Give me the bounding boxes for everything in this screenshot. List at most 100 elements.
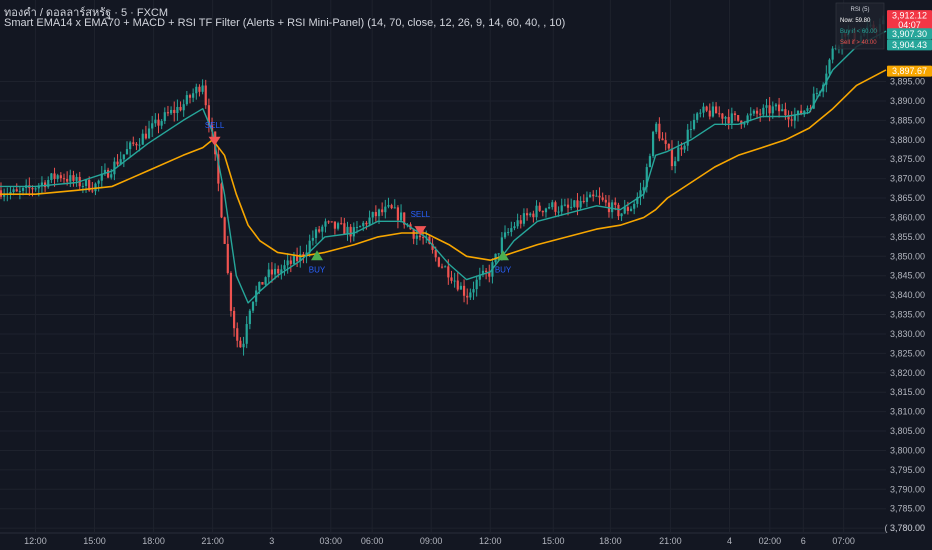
candle-body <box>743 123 746 125</box>
candle-body <box>47 179 50 188</box>
price-tag <box>887 28 932 40</box>
candle-body <box>229 272 233 311</box>
candle-body <box>106 169 110 178</box>
candle-body <box>724 116 727 119</box>
time-tick-label: 15:00 <box>83 536 106 546</box>
candle-body <box>431 243 434 250</box>
price-tick-label: 3,850.00 <box>890 251 925 261</box>
candle-body <box>116 161 119 165</box>
candle-body <box>188 95 192 98</box>
candle-body <box>677 147 680 162</box>
candle-body <box>711 106 715 117</box>
candle-body <box>478 274 481 280</box>
time-tick-label: 06:00 <box>361 536 384 546</box>
candle-body <box>815 92 818 94</box>
price-axis[interactable]: 3,780.00 3,785.00 3,790.00 3,795.00 3,800.00… <box>884 77 925 534</box>
time-axis[interactable]: 12:00 15:00 18:00 21:00 3 03:00 06:00 09:00 12:0… <box>0 532 886 546</box>
candle-body <box>352 227 355 237</box>
price-tick-label: 3,845.00 <box>890 271 925 281</box>
ema70-line <box>0 69 887 261</box>
candle-body <box>538 205 541 211</box>
candle-body <box>15 189 18 192</box>
candle-body <box>459 285 463 290</box>
buy-marker <box>310 250 323 261</box>
time-tick-label: 4 <box>727 536 732 546</box>
candle-body <box>110 174 113 178</box>
candle-body <box>548 207 551 209</box>
candle-body <box>374 212 377 217</box>
candle-body <box>705 106 708 111</box>
candle-body <box>365 222 368 225</box>
time-tick-label: 02:00 <box>759 536 782 546</box>
candle-body <box>774 104 778 107</box>
candle-body <box>469 292 472 298</box>
candle-body <box>592 194 595 197</box>
price-tick-label: 3,865.00 <box>890 193 925 203</box>
candle-body <box>154 119 157 124</box>
candle-body <box>450 277 453 281</box>
candle-body <box>359 226 362 228</box>
candle-body <box>242 343 245 348</box>
candle-body <box>689 129 692 131</box>
candle-body <box>466 295 469 298</box>
time-tick-label: 3 <box>269 536 274 546</box>
price-tag <box>887 10 932 31</box>
candle-body <box>368 217 371 225</box>
candle-body <box>777 104 781 112</box>
candle-body <box>21 188 25 191</box>
candle-body <box>182 104 185 111</box>
candle-body <box>399 212 403 221</box>
candle-body <box>103 169 107 174</box>
candle-body <box>255 290 258 302</box>
chart-grid <box>0 0 886 532</box>
rsi-panel-row: Sell if > 40.00 <box>840 40 877 46</box>
indicator-legend[interactable]: Smart EMA14 x EMA70 + MACD + RSI TF Filt… <box>4 17 566 29</box>
candle-body <box>210 125 214 132</box>
candle-body <box>34 188 37 190</box>
candle-body <box>655 123 658 132</box>
candle-body <box>472 289 475 293</box>
candle-body <box>730 113 733 124</box>
candle-body <box>273 268 277 275</box>
candle-body <box>447 266 450 278</box>
candle-body <box>434 249 437 258</box>
candle-body <box>327 221 330 223</box>
candle-body <box>683 145 686 150</box>
candle-body <box>144 133 147 139</box>
candle-body <box>771 106 774 114</box>
candle-body <box>576 200 579 208</box>
candle-body <box>513 226 516 229</box>
candle-body <box>648 156 652 168</box>
rsi-mini-panel: RSI (5) Now: 59.80 Buy if < 60.00 Sell if >… <box>835 2 885 50</box>
candle-body <box>296 255 299 261</box>
candle-body <box>699 112 702 114</box>
candle-body <box>239 340 242 348</box>
time-tick-label: 09:00 <box>420 536 443 546</box>
candle-body <box>579 200 582 208</box>
candle-body <box>343 223 346 235</box>
candle-body <box>355 227 359 229</box>
symbol-title[interactable]: ทองคำ / ดอลลาร์สหรัฐ · 5 · FXCM <box>4 7 169 19</box>
price-tag-label: 3,897.67 <box>892 66 927 76</box>
price-tick-label: 3,795.00 <box>890 465 925 475</box>
candle-body <box>321 226 324 232</box>
ema-lines <box>0 30 887 304</box>
candle-body <box>75 176 78 181</box>
candle-body <box>664 140 667 144</box>
candle-body <box>129 142 132 150</box>
candle-body <box>453 280 456 282</box>
price-tick-label: 3,875.00 <box>890 154 925 164</box>
candle-body <box>135 143 138 146</box>
candle-body <box>412 229 415 239</box>
candle-body <box>503 232 507 238</box>
candle-body <box>642 187 645 191</box>
candle-body <box>588 194 592 198</box>
candle-body <box>500 237 503 254</box>
candle-body <box>125 149 129 155</box>
candle-body <box>97 180 100 184</box>
candle-body <box>812 93 815 109</box>
candle-body <box>620 213 623 217</box>
candle-body <box>292 255 296 264</box>
